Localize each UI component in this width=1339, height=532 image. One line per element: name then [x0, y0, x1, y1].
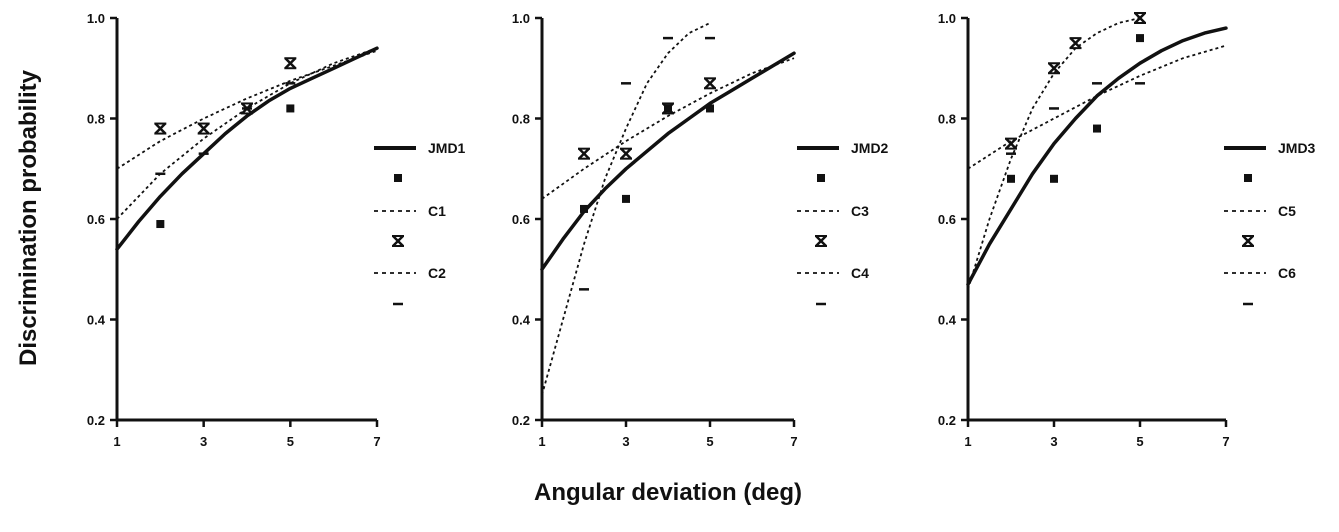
legend-marker-star-stroke — [815, 235, 827, 247]
series-line-jmd1 — [115, 46, 379, 251]
y-tick-label: 0.8 — [938, 112, 956, 127]
y-tick-label: 1.0 — [938, 11, 956, 26]
data-point-square — [1050, 174, 1058, 183]
legend-label: C2 — [428, 265, 446, 281]
y-tick-label: 0.4 — [512, 313, 531, 328]
data-point-star-stroke — [1069, 37, 1082, 50]
chart-panel-3: 0.2 0.4 0.6 0.8 1.0 1 3 5 7 JMD3 C5 C6 — [938, 11, 1316, 449]
y-tick-label: 1.0 — [512, 11, 530, 26]
x-tick-label: 3 — [1050, 434, 1057, 449]
data-point-star — [197, 122, 210, 135]
data-point-square — [156, 220, 165, 229]
x-tick-label: 5 — [287, 434, 294, 449]
legend-marker-square — [394, 174, 402, 182]
y-tick-label: 0.8 — [87, 112, 105, 127]
data-point-star-stroke — [662, 102, 674, 115]
legend: JMD2 C3 C4 — [797, 140, 889, 306]
legend: JMD3 C5 C6 — [1224, 140, 1316, 306]
data-point-square — [1007, 174, 1015, 183]
data-point-star — [704, 77, 716, 90]
data-point-star-stroke — [1048, 62, 1060, 75]
data-point-square — [1136, 34, 1144, 43]
legend-marker-star-stroke — [392, 235, 404, 247]
y-tick-label: 0.4 — [938, 313, 957, 328]
y-axis-title: Discrimination probability — [15, 69, 42, 366]
x-tick-label: 7 — [373, 434, 380, 449]
data-point-star-stroke — [1005, 137, 1017, 150]
series-line-jmd3 — [966, 26, 1228, 287]
y-tick-label: 0.6 — [87, 212, 105, 227]
legend: JMD1 C1 C2 — [374, 140, 466, 306]
y-tick-label: 0.2 — [512, 413, 530, 428]
legend-marker-star-stroke — [1242, 235, 1254, 247]
legend-marker-square — [817, 174, 825, 182]
series-line-c4 — [541, 22, 711, 396]
data-point-star-stroke — [578, 147, 590, 160]
legend-marker-star — [392, 235, 404, 247]
data-point-star-stroke — [620, 147, 632, 160]
legend-marker-star — [815, 235, 827, 247]
data-point-star — [154, 122, 167, 135]
x-tick-label: 1 — [113, 434, 120, 449]
data-point-star — [620, 147, 632, 160]
data-point-square — [622, 194, 630, 203]
legend-label: C4 — [851, 265, 869, 281]
data-point-star-stroke — [197, 122, 210, 135]
series-line-c6 — [967, 17, 1141, 290]
series-line-c1 — [116, 49, 378, 170]
data-point-star — [1048, 62, 1060, 75]
data-point-star — [1069, 37, 1082, 50]
series-line-c3 — [541, 57, 795, 200]
legend-label: C1 — [428, 203, 446, 219]
chart-panel-1: 0.2 0.4 0.6 0.8 1.0 1 3 5 7 JMD1 C1 C2 — [87, 11, 466, 449]
data-point-star-stroke — [284, 57, 297, 70]
y-tick-label: 0.8 — [512, 112, 530, 127]
data-point-square — [706, 104, 714, 113]
data-point-star — [662, 102, 674, 115]
data-point-square — [580, 204, 588, 213]
series-line-jmd2 — [540, 51, 796, 272]
x-tick-label: 5 — [706, 434, 713, 449]
data-point-square — [286, 104, 295, 113]
y-tick-label: 0.2 — [87, 413, 105, 428]
x-tick-label: 5 — [1136, 434, 1143, 449]
legend-label: JMD3 — [1278, 140, 1316, 156]
y-tick-label: 0.6 — [938, 212, 956, 227]
legend-label: C5 — [1278, 203, 1296, 219]
chart-panels: 0.2 0.4 0.6 0.8 1.0 1 3 5 7 JMD1 C1 C2 0.2 0.4 0.6 0.8 1… — [87, 11, 1316, 449]
y-tick-label: 0.4 — [87, 313, 106, 328]
x-axis-title: Angular deviation (deg) — [534, 479, 802, 506]
chart-panel-2: 0.2 0.4 0.6 0.8 1.0 1 3 5 7 JMD2 C3 C4 — [512, 11, 889, 449]
legend-label: JMD1 — [428, 140, 466, 156]
data-point-star-stroke — [704, 77, 716, 90]
legend-label: C3 — [851, 203, 869, 219]
data-point-star-stroke — [154, 122, 167, 135]
y-tick-label: 0.6 — [512, 212, 530, 227]
legend-label: JMD2 — [851, 140, 889, 156]
legend-marker-square — [1244, 174, 1252, 182]
legend-label: C6 — [1278, 265, 1296, 281]
series-line-c5 — [967, 44, 1227, 170]
x-tick-label: 1 — [964, 434, 971, 449]
x-tick-label: 7 — [1222, 434, 1229, 449]
x-tick-label: 3 — [200, 434, 207, 449]
x-tick-label: 1 — [538, 434, 545, 449]
data-point-star — [578, 147, 590, 160]
x-tick-label: 3 — [622, 434, 629, 449]
data-point-square — [1093, 124, 1101, 133]
legend-marker-star — [1242, 235, 1254, 247]
x-tick-label: 7 — [790, 434, 797, 449]
data-point-star — [1005, 137, 1017, 150]
y-tick-label: 0.2 — [938, 413, 956, 428]
y-tick-label: 1.0 — [87, 11, 105, 26]
data-point-star — [284, 57, 297, 70]
